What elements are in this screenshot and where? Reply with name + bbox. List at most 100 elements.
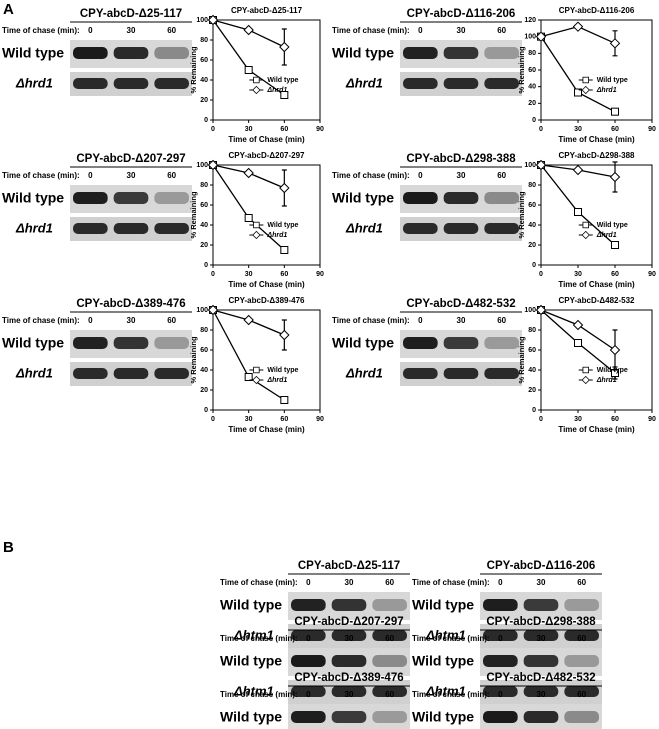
- x-tick-label: 90: [316, 271, 324, 278]
- y-tick-label: 0: [532, 262, 536, 269]
- chart-title: CPY-abcD-Δ389-476: [228, 296, 305, 305]
- x-tick-label: 30: [574, 271, 582, 278]
- time-label: Time of chase (min):: [220, 634, 298, 643]
- y-tick-label: 120: [524, 17, 536, 24]
- y-tick-label: 40: [528, 84, 536, 91]
- legend-label: Wild type: [597, 367, 628, 374]
- x-tick-label: 0: [211, 271, 215, 278]
- y-tick-label: 0: [204, 262, 208, 269]
- blot-title: CPY-abcD-Δ116-206: [487, 560, 596, 572]
- y-tick-label: 20: [528, 242, 536, 249]
- y-axis-label: % Remaining: [517, 336, 526, 384]
- time-label: Time of chase (min):: [2, 316, 80, 325]
- band: [564, 686, 599, 697]
- data-point: [609, 344, 621, 356]
- row-label: Δhrd1: [345, 75, 383, 90]
- plot-frame: [212, 19, 321, 121]
- y-tick-label: 60: [528, 202, 536, 209]
- chart-title: CPY-abcD-Δ25-117: [231, 6, 303, 15]
- band: [73, 47, 108, 59]
- data-point: [574, 208, 582, 216]
- row-label: Wild type: [2, 45, 64, 61]
- time-value: 30: [537, 578, 546, 587]
- band: [484, 337, 519, 349]
- band: [154, 78, 189, 89]
- data-point: [535, 304, 547, 316]
- band: [372, 686, 407, 697]
- time-value: 0: [418, 26, 423, 35]
- data-point: [572, 21, 584, 32]
- band: [73, 192, 108, 204]
- blot-title: CPY-abcD-Δ25-117: [80, 8, 182, 20]
- x-tick-label: 30: [245, 126, 253, 133]
- data-point: [243, 24, 254, 36]
- data-point: [207, 14, 219, 26]
- band: [484, 78, 519, 89]
- row-label: Wild type: [332, 190, 394, 206]
- band: [523, 711, 559, 723]
- band: [154, 192, 189, 204]
- y-tick-label: 60: [528, 347, 536, 354]
- band: [484, 47, 519, 59]
- y-axis-label: % Remaining: [517, 191, 526, 239]
- blot-title: CPY-abcD-Δ298-388: [486, 616, 596, 628]
- y-tick-label: 40: [528, 367, 536, 374]
- y-tick-label: 100: [524, 162, 536, 169]
- series-line: [540, 36, 616, 113]
- time-value: 0: [88, 171, 93, 180]
- x-tick-label: 0: [211, 126, 215, 133]
- x-tick-label: 30: [245, 416, 253, 423]
- time-value: 60: [385, 578, 394, 587]
- y-tick-label: 0: [532, 117, 536, 124]
- data-point: [279, 41, 290, 53]
- y-tick-label: 40: [200, 367, 208, 374]
- y-tick-label: 80: [528, 182, 536, 189]
- data-point: [207, 304, 219, 316]
- x-tick-label: 30: [574, 126, 582, 133]
- legend-label: Δhrd1: [596, 232, 617, 239]
- y-tick-label: 40: [200, 222, 208, 229]
- row-label: Wild type: [412, 597, 474, 613]
- blot-title: CPY-abcD-Δ482-532: [486, 672, 595, 684]
- band: [564, 630, 599, 641]
- chart-title: CPY-abcD-Δ207-297: [228, 151, 305, 160]
- row-label: Wild type: [2, 335, 64, 351]
- time-value: 30: [127, 316, 136, 325]
- x-tick-label: 0: [539, 126, 543, 133]
- legend-marker: [581, 230, 590, 240]
- band: [372, 630, 407, 641]
- band: [331, 630, 367, 641]
- y-tick-label: 0: [532, 407, 536, 414]
- row-label: Δhtm1: [425, 683, 466, 698]
- time-value: 60: [497, 171, 506, 180]
- panel-label: B: [3, 539, 14, 556]
- data-point: [244, 66, 253, 74]
- blot-title: CPY-abcD-Δ116-206: [407, 8, 516, 20]
- time-value: 30: [345, 634, 354, 643]
- row-label: Wild type: [2, 190, 64, 206]
- time-value: 60: [167, 316, 176, 325]
- y-tick-label: 60: [200, 57, 208, 64]
- time-value: 0: [306, 634, 311, 643]
- band: [443, 78, 479, 89]
- legend-label: Wild type: [267, 77, 298, 84]
- band: [564, 711, 599, 723]
- time-label: Time of chase (min):: [332, 26, 410, 35]
- time-value: 30: [345, 690, 354, 699]
- blot-title: CPY-abcD-Δ207-297: [294, 616, 403, 628]
- band: [443, 337, 479, 349]
- legend-marker: [582, 76, 589, 84]
- x-tick-label: 90: [316, 126, 324, 133]
- chart-title: CPY-abcD-Δ482-532: [558, 296, 635, 305]
- y-tick-label: 0: [204, 117, 208, 124]
- y-tick-label: 20: [528, 100, 536, 107]
- row-label: Δhtm1: [425, 627, 466, 642]
- data-point: [535, 159, 547, 171]
- time-label: Time of chase (min):: [220, 690, 298, 699]
- legend-label: Δhrd1: [266, 232, 287, 239]
- time-value: 60: [577, 578, 586, 587]
- time-value: 60: [497, 316, 506, 325]
- band: [331, 655, 367, 667]
- chart-title: CPY-abcD-Δ116-206: [559, 6, 635, 15]
- time-value: 0: [88, 26, 93, 35]
